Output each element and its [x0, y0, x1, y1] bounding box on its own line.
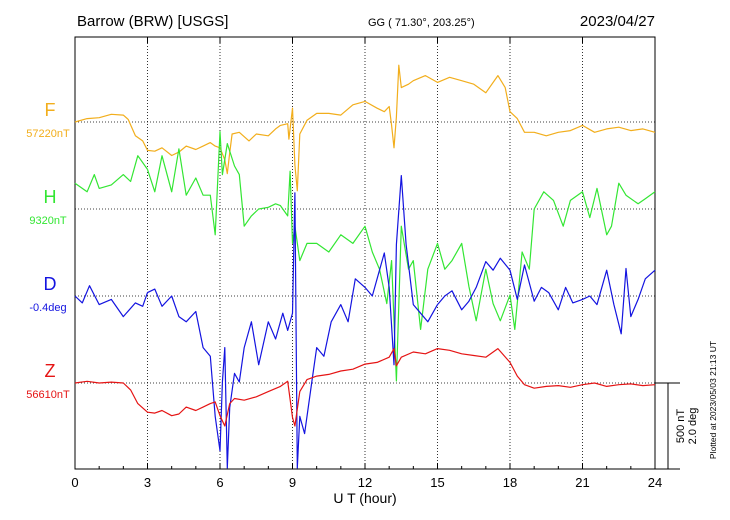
- series-baseline-z: 56610nT: [26, 389, 70, 401]
- x-tick-label: 9: [289, 475, 296, 490]
- coords-label: GG ( 71.30°, 203.25°): [368, 17, 475, 29]
- x-tick-label: 21: [575, 475, 589, 490]
- series-baseline-h: 9320nT: [29, 215, 67, 227]
- x-tick-label: 0: [71, 475, 78, 490]
- x-tick-label: 15: [430, 475, 444, 490]
- plotted-at-note: Plotted at 2023/05/03 21:13 UT: [708, 341, 718, 459]
- x-axis-label: U T (hour): [333, 490, 396, 506]
- series-curves: [74, 64, 656, 469]
- series-line-d: [74, 175, 656, 469]
- date-label: 2023/04/27: [580, 13, 655, 30]
- scale-nT-label: 500 nT: [675, 409, 687, 444]
- series-labels: F 57220nT H 9320nT D -0.4deg Z 56610nT: [26, 100, 70, 401]
- x-axis-ticks: 0 3 6 9 12 15 18 21 24: [71, 37, 662, 490]
- scale-deg-label: 2.0 deg: [687, 408, 699, 445]
- series-line-h: [74, 131, 656, 382]
- x-tick-label: 18: [503, 475, 517, 490]
- series-name-z: Z: [45, 361, 56, 381]
- x-tick-label: 6: [216, 475, 223, 490]
- x-tick-label: 12: [358, 475, 372, 490]
- series-name-h: H: [44, 187, 57, 207]
- scale-bar: 500 nT 2.0 deg: [655, 382, 699, 470]
- series-baseline-f: 57220nT: [26, 128, 70, 140]
- series-baseline-d: -0.4deg: [29, 302, 66, 314]
- series-line-z: [74, 348, 656, 427]
- x-tick-label: 3: [144, 475, 151, 490]
- station-title: Barrow (BRW) [USGS]: [77, 13, 228, 30]
- series-name-d: D: [44, 274, 57, 294]
- x-tick-label: 24: [648, 475, 662, 490]
- series-name-f: F: [45, 100, 56, 120]
